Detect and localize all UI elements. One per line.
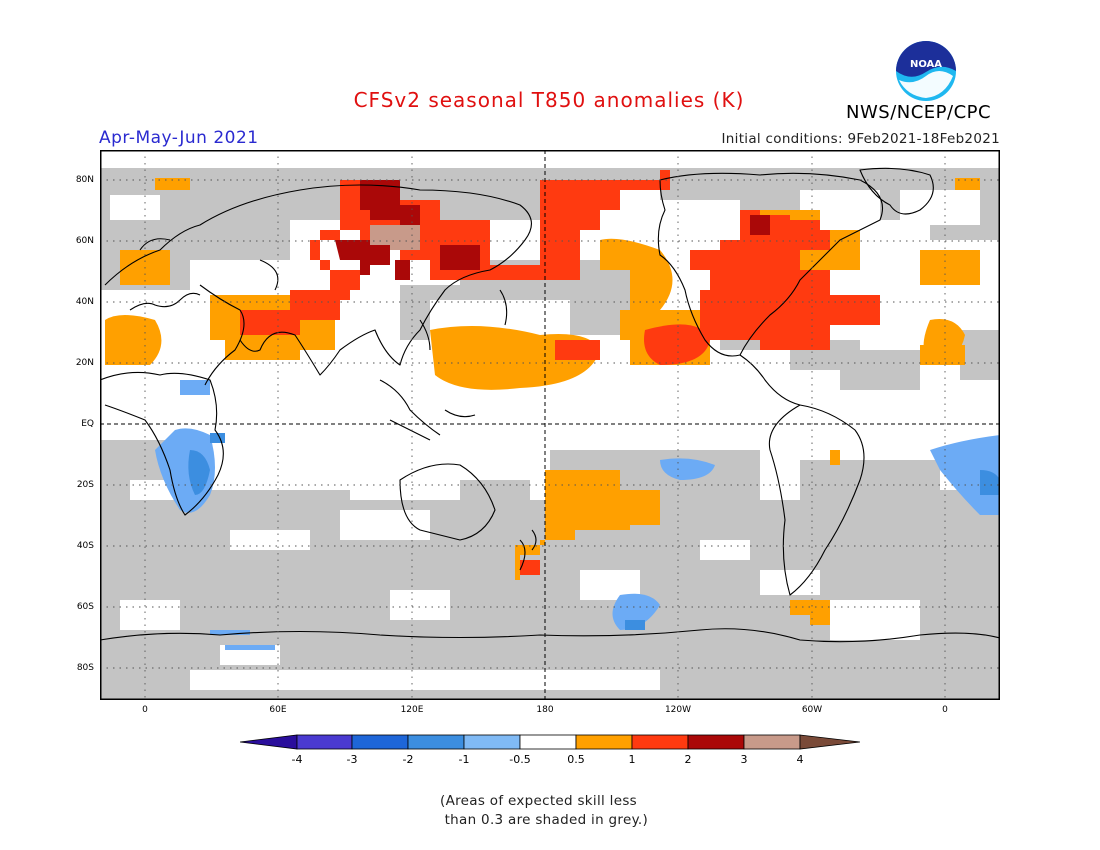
colorbar-label: 4 — [796, 753, 804, 766]
chart-title: CFSv2 seasonal T850 anomalies (K) — [353, 88, 745, 112]
noaa-logo-icon: NOAA — [896, 41, 956, 101]
season-label: Apr-May-Jun 2021 — [99, 128, 259, 148]
lat-label-80s: 80S — [76, 663, 94, 673]
lat-label-eq: EQ — [81, 419, 94, 429]
gridlines — [100, 150, 1000, 700]
lon-label-0: 0 — [142, 705, 148, 715]
colorbar-label: 0.5 — [567, 753, 585, 766]
colorbar-swatch — [296, 734, 353, 750]
map-border — [100, 150, 1000, 700]
colorbar-swatch — [575, 734, 633, 750]
colorbar-label: -2 — [402, 753, 414, 766]
logo-text: NOAA — [910, 59, 942, 70]
lon-label-120w: 120W — [664, 705, 692, 715]
colorbar-label: 3 — [740, 753, 748, 766]
colorbar-label: -0.5 — [509, 753, 531, 766]
lat-label-40n: 40N — [75, 297, 94, 307]
lat-label-60s: 60S — [76, 602, 94, 612]
agency-label: NWS/NCEP/CPC — [846, 102, 992, 123]
colorbar-swatch — [463, 734, 521, 750]
lon-label-180: 180 — [536, 705, 554, 715]
anomaly-map — [100, 150, 1000, 700]
initial-conditions-label: Initial conditions: 9Feb2021-18Feb2021 — [721, 131, 1000, 147]
colorbar-swatch — [743, 734, 801, 750]
colorbar-label: -4 — [291, 753, 303, 766]
lat-label-20s: 20S — [76, 480, 94, 490]
colorbar — [240, 734, 860, 750]
colorbar-arrow-left — [240, 734, 298, 750]
anomaly-tan-area — [370, 225, 420, 250]
colorbar-label: -3 — [346, 753, 358, 766]
colorbar-swatch — [687, 734, 745, 750]
colorbar-swatch — [351, 734, 409, 750]
colorbar-label: 2 — [684, 753, 692, 766]
skill-note: (Areas of expected skill less than 0.3 a… — [440, 793, 649, 828]
colorbar-label: -1 — [458, 753, 470, 766]
lon-label-60w: 60W — [801, 705, 823, 715]
lat-label-40s: 40S — [76, 541, 94, 551]
colorbar-label: 1 — [628, 753, 636, 766]
lat-label-80n: 80N — [75, 175, 94, 185]
colorbar-swatch — [407, 734, 465, 750]
colorbar-swatch — [519, 734, 577, 750]
anomaly-darkred-areas — [335, 180, 770, 280]
lon-label-120e: 120E — [400, 705, 424, 715]
lon-label-0-right: 0 — [942, 705, 948, 715]
lon-label-60e: 60E — [269, 705, 287, 715]
lat-label-60n: 60N — [75, 236, 94, 246]
colorbar-swatch — [631, 734, 689, 750]
coastlines — [100, 167, 1000, 643]
lat-label-20n: 20N — [75, 358, 94, 368]
colorbar-arrow-right — [799, 734, 860, 750]
equator-dateline — [100, 150, 1000, 700]
